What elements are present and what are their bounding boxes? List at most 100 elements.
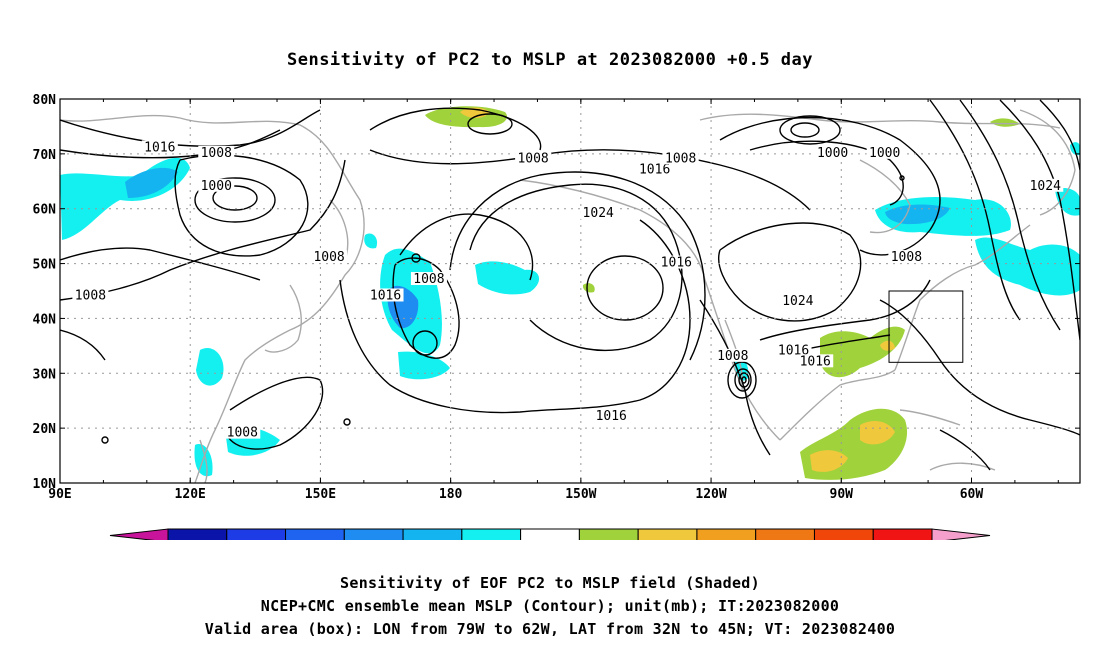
footer-line-2: NCEP+CMC ensemble mean MSLP (Contour); u… <box>260 597 840 615</box>
lat-label: 70N <box>33 148 57 163</box>
shade-green <box>990 118 1020 127</box>
lat-label: 40N <box>33 312 57 327</box>
lon-label: 120E <box>175 487 206 502</box>
contour-line <box>194 177 276 223</box>
contour-label-bg <box>224 425 261 439</box>
contour-label-bg <box>636 162 673 176</box>
contour-labels: 1016 100810001008100810161008100810161008… <box>72 140 1064 441</box>
plot-frame <box>59 98 1081 484</box>
shade-green <box>820 326 905 378</box>
shade-yellow <box>810 450 848 472</box>
shade-cyan <box>1070 142 1080 156</box>
contour-label: 1024 <box>583 206 614 221</box>
contour-label: 1000 <box>201 179 232 194</box>
colorbar-swatch <box>813 528 874 540</box>
coast-greenland <box>1019 109 1076 216</box>
contour-line <box>224 376 324 450</box>
contour-label-bg <box>797 354 834 368</box>
colorbar: -0.9-0.8-0.7-0.6-0.5-0.4-0.30.30.40.50.6… <box>109 528 991 540</box>
lon-label: 60W <box>960 487 984 502</box>
shade-blue <box>885 204 950 225</box>
lon-label: 90E <box>48 487 71 502</box>
contour-line <box>369 107 542 151</box>
contour-label: 1000 <box>869 146 900 161</box>
contour-label: 1008 <box>413 272 444 287</box>
contour-label-bg <box>662 151 699 165</box>
lon-label: 150W <box>565 487 596 502</box>
contour-line <box>779 115 841 145</box>
coast-alaska <box>519 179 706 281</box>
contour-label-bg <box>367 288 404 302</box>
contour-line <box>1039 99 1080 171</box>
lat-axis: 80N 70N 60N 50N 40N 30N 20N 10N <box>33 93 1080 492</box>
colorbar-left-arrow <box>109 528 169 540</box>
contour-label: 1008 <box>665 151 696 166</box>
colorbar-swatch <box>167 528 228 540</box>
contour-line <box>699 299 771 456</box>
valid-area-box <box>888 290 964 363</box>
contour-label-bg <box>866 145 903 159</box>
colorbar-swatch <box>343 528 404 540</box>
lat-label: 10N <box>33 477 57 492</box>
contour-line <box>212 185 258 211</box>
contour-line <box>469 183 683 352</box>
coast-philippines <box>199 439 208 483</box>
shade-cyan <box>975 237 1080 296</box>
contour-label: 1000 <box>817 146 848 161</box>
contour-label: 1016 <box>661 256 692 271</box>
contour-label: 1008 <box>891 250 922 265</box>
lat-label: 30N <box>33 367 57 382</box>
contour-line <box>899 175 905 181</box>
colorbar-swatch <box>402 528 463 540</box>
shade-cyan <box>364 233 378 249</box>
contour-label-bg <box>198 145 235 159</box>
contour-line <box>734 368 752 392</box>
colorbar-swatch <box>520 528 580 540</box>
contour-label-bg <box>410 272 447 286</box>
contour-label: 1016 <box>144 140 175 155</box>
lon-label: 90W <box>830 487 854 502</box>
contour-line <box>719 116 941 256</box>
mslp-contours <box>60 99 1080 471</box>
contour-label-bg <box>714 348 751 362</box>
contour-label: 1024 <box>1030 179 1061 194</box>
contour-label-bg <box>814 145 851 159</box>
contour-label: 1016 <box>370 288 401 303</box>
contour-line <box>586 255 664 321</box>
contour-line <box>60 109 321 147</box>
colorbar-swatch <box>578 528 639 540</box>
contour-label: 1016 <box>639 162 670 177</box>
contour-line <box>959 99 1061 331</box>
contour-line <box>718 222 862 322</box>
shade-cyan <box>1055 188 1080 216</box>
lon-label: 150E <box>305 487 336 502</box>
lon-label: 180 <box>439 487 463 502</box>
colorbar-swatch <box>226 528 287 540</box>
contour-label-bg <box>72 288 109 302</box>
lon-label: 120W <box>695 487 726 502</box>
contour-label-bg <box>775 343 812 357</box>
contour-line <box>369 149 811 211</box>
coast-japan <box>264 284 302 353</box>
contour-line <box>60 329 106 361</box>
contour-line <box>727 361 757 399</box>
contour-label: 1008 <box>717 349 748 364</box>
contour-line <box>449 171 706 361</box>
colorbar-swatch <box>461 528 522 540</box>
contour-line <box>741 376 747 384</box>
lon-axis: 90E 120E 150E 180 150W 120W 90W 60W <box>48 99 1059 502</box>
contour-label: 1016 <box>596 409 627 424</box>
lat-label: 60N <box>33 203 57 218</box>
colorbar-swatch <box>872 528 933 540</box>
contour-label: 1008 <box>75 288 106 303</box>
contour-label-bg <box>580 206 617 220</box>
contour-label-bg <box>658 255 695 269</box>
coast-hudson <box>859 159 911 234</box>
coast-na-east <box>894 224 1031 371</box>
contour-line <box>339 219 691 414</box>
contour-line <box>939 429 991 471</box>
colorbar-right-arrow <box>931 528 991 540</box>
coast-arctic <box>699 113 1061 129</box>
contour-label: 1008 <box>227 426 258 441</box>
contour-line <box>412 330 438 356</box>
